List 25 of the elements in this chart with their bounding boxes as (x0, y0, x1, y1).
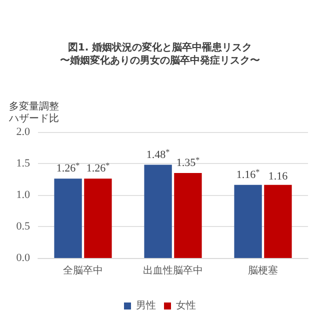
data-label: 1.26* (56, 161, 80, 175)
bar (54, 178, 82, 258)
chart-title: 図1. 婚姻状況の変化と脳卒中罹患リスク (68, 42, 252, 54)
y-axis-title: 多変量調整ハザード比 (8, 100, 59, 124)
y-tick-label: 0.5 (16, 220, 30, 232)
legend-label: 男性 (136, 300, 156, 312)
bar (234, 184, 262, 258)
data-label: 1.16 (268, 170, 288, 182)
bar (84, 178, 112, 258)
data-label: 1.26* (86, 161, 110, 175)
data-label: 1.16* (236, 167, 260, 181)
data-label: 1.35* (176, 155, 200, 169)
bar (144, 164, 172, 258)
y-tick-label: 1.5 (16, 158, 30, 170)
data-label: 1.48* (146, 147, 170, 161)
y-tick-label: 2.0 (16, 126, 30, 138)
bar (264, 184, 292, 258)
y-tick-label: 1.0 (16, 189, 30, 201)
x-tick-label: 全脳卒中 (63, 264, 103, 276)
y-tick-label: 0.0 (16, 252, 30, 264)
chart-subtitle: 〜婚姻変化ありの男女の脳卒中発症リスク〜 (60, 54, 260, 66)
x-tick-label: 出血性脳卒中 (143, 264, 203, 276)
bar (174, 172, 202, 258)
legend-label: 女性 (176, 300, 196, 312)
x-tick-label: 脳梗塞 (248, 264, 278, 276)
